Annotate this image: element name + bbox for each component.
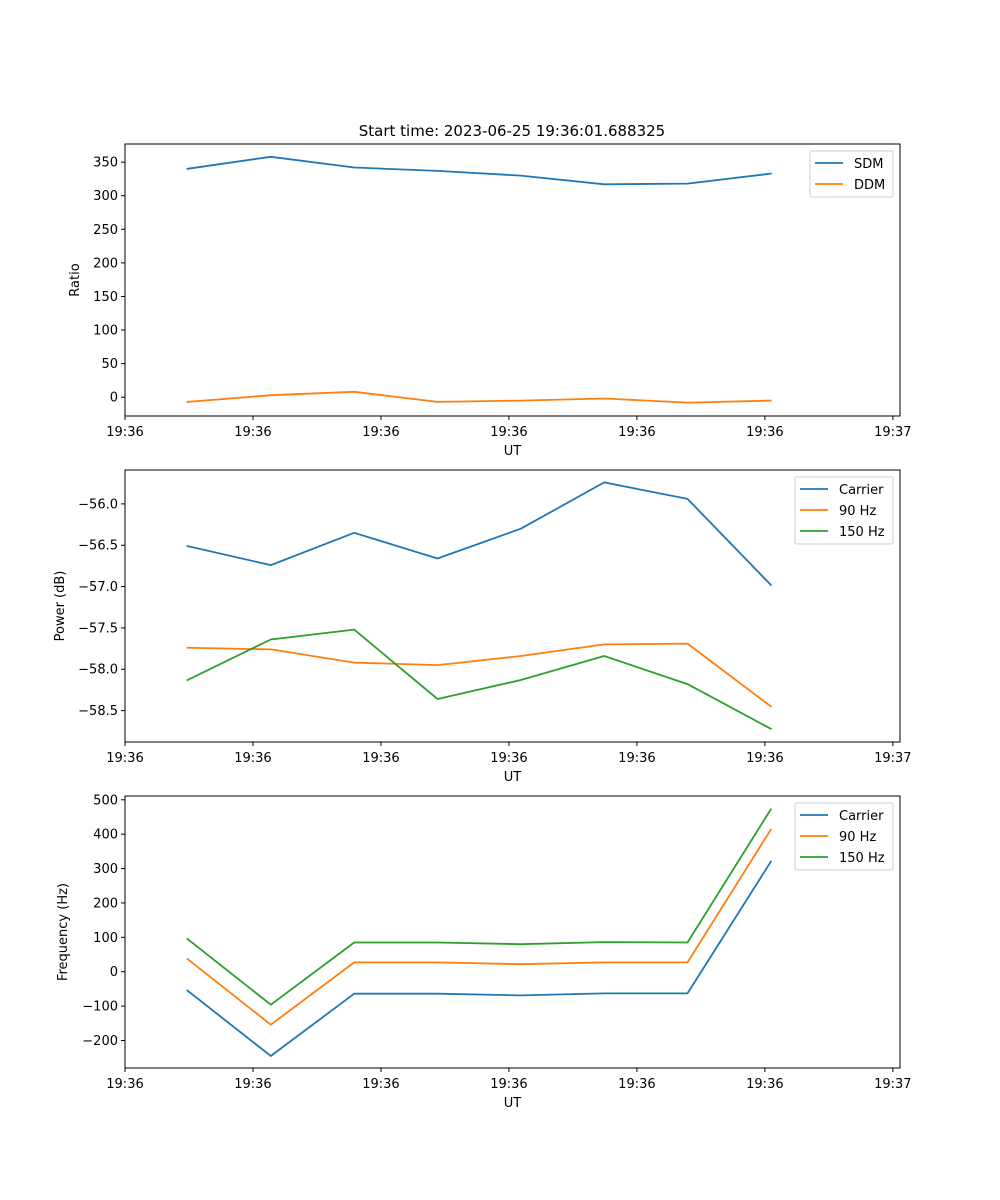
series-line-sdm (186, 155, 772, 186)
y-tick-label: −56.0 (78, 497, 118, 512)
x-tick-label: 19:36 (234, 1077, 271, 1092)
legend: SDM DDM (809, 150, 894, 198)
series-line-150-hz (186, 628, 773, 731)
legend-entry-label: 150 Hz (839, 851, 885, 866)
legend-entry-label: 90 Hz (839, 830, 876, 845)
y-tick-label: 500 (93, 793, 118, 808)
y-tick-label: 300 (93, 862, 118, 877)
x-axis-label: UT (504, 770, 522, 785)
x-tick-label: 19:36 (490, 751, 527, 766)
x-tick-label: 19:36 (234, 751, 271, 766)
x-tick-label: 19:36 (234, 425, 271, 440)
legend-entry-label: DDM (854, 178, 885, 193)
y-tick-label: 350 (93, 156, 118, 171)
x-tick-label: 19:36 (490, 1077, 527, 1092)
legend-frame (794, 476, 894, 545)
legend-entry-label: Carrier (839, 809, 884, 824)
y-tick-label: −58.5 (78, 704, 118, 719)
y-axis-label: Ratio (68, 263, 83, 296)
panel-1: 0 50 100 150 200 250 300 350 19:36 19:36 19:36 19:3… (68, 143, 912, 459)
y-tick-label: −56.5 (78, 539, 118, 554)
x-tick-label: 19:36 (618, 751, 655, 766)
legend-frame (794, 802, 894, 871)
y-axis-label: Power (dB) (53, 571, 68, 642)
series-line-90-hz (186, 642, 773, 708)
legend-entry-label: 90 Hz (839, 504, 876, 519)
y-tick-label: 100 (93, 931, 118, 946)
plot-frame (124, 795, 901, 1069)
legend: Carrier 90 Hz 150 Hz (794, 802, 894, 871)
y-tick-label: 50 (101, 357, 118, 372)
y-tick-label: −57.5 (78, 621, 118, 636)
x-tick-label: 19:36 (746, 751, 783, 766)
y-tick-label: 300 (93, 189, 118, 204)
series-line-ddm (186, 390, 772, 404)
y-tick-label: −57.0 (78, 580, 118, 595)
y-tick-label: 0 (110, 391, 118, 406)
y-tick-label: −200 (82, 1034, 118, 1049)
series-line-150-hz (186, 808, 773, 1006)
panels: 0 50 100 150 200 250 300 350 19:36 19:36 19:36 19:3… (53, 143, 912, 1111)
x-tick-label: 19:37 (874, 1077, 911, 1092)
y-tick-label: 150 (93, 290, 118, 305)
y-tick-label: −100 (82, 1000, 118, 1015)
series-line-carrier (186, 860, 773, 1057)
x-tick-label: 19:37 (874, 425, 911, 440)
x-tick-label: 19:36 (618, 425, 655, 440)
legend: Carrier 90 Hz 150 Hz (794, 476, 894, 545)
y-tick-label: 250 (93, 223, 118, 238)
x-tick-label: 19:36 (362, 751, 399, 766)
x-tick-label: 19:36 (746, 425, 783, 440)
plot-frame (124, 469, 901, 743)
legend-entry-label: SDM (854, 157, 883, 172)
y-tick-label: 200 (93, 896, 118, 911)
panel-3: −200 −100 0 100 200 300 400 500 19:36 19:36 19:36 1… (56, 793, 912, 1111)
x-axis-label: UT (504, 444, 522, 459)
x-tick-label: 19:36 (362, 425, 399, 440)
y-tick-label: 0 (110, 965, 118, 980)
x-tick-label: 19:37 (874, 751, 911, 766)
plot-frame (124, 143, 901, 417)
figure-title: Start time: 2023-06-25 19:36:01.688325 (359, 122, 665, 140)
x-tick-label: 19:36 (490, 425, 527, 440)
legend-entry-label: Carrier (839, 483, 884, 498)
x-tick-label: 19:36 (106, 425, 143, 440)
y-axis-label: Frequency (Hz) (56, 883, 71, 981)
x-tick-label: 19:36 (618, 1077, 655, 1092)
panel-2: −58.5 −58.0 −57.5 −57.0 −56.5 −56.0 19:36 19:36… (53, 469, 912, 785)
y-tick-label: 100 (93, 324, 118, 339)
x-tick-label: 19:36 (362, 1077, 399, 1092)
y-tick-label: 400 (93, 828, 118, 843)
legend-entry-label: 150 Hz (839, 525, 885, 540)
y-tick-label: −58.0 (78, 663, 118, 678)
series-line-carrier (186, 481, 773, 587)
x-tick-label: 19:36 (106, 751, 143, 766)
x-axis-label: UT (504, 1096, 522, 1111)
x-tick-label: 19:36 (106, 1077, 143, 1092)
y-tick-label: 200 (93, 256, 118, 271)
series-line-90-hz (186, 828, 773, 1026)
x-tick-label: 19:36 (746, 1077, 783, 1092)
